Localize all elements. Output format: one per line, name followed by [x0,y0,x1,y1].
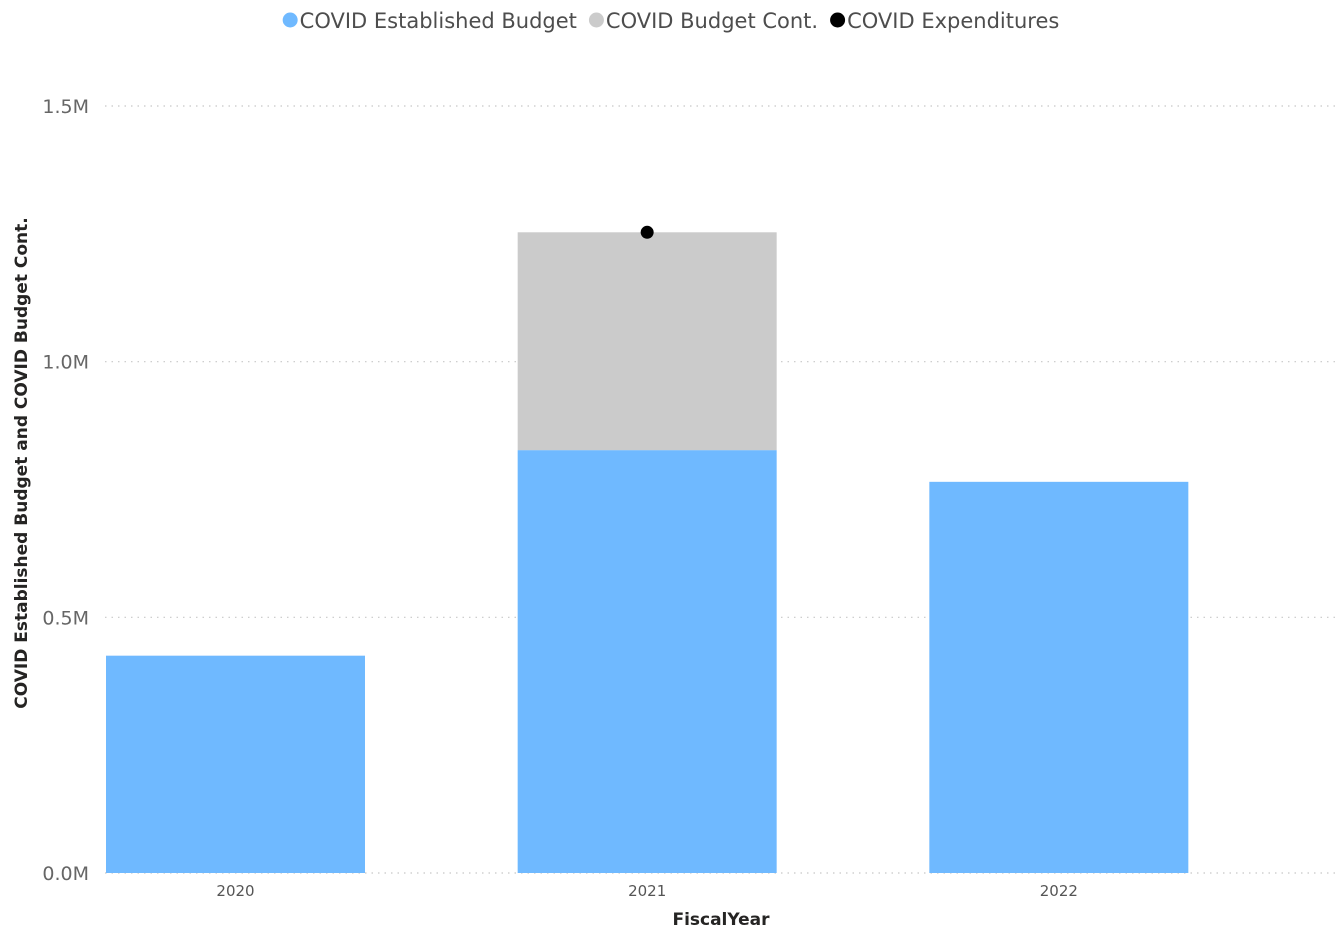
x-axis-ticks: 2020 2021 2022 [216,882,1078,900]
x-tick-label: 2022 [1040,882,1078,900]
legend-marker-1 [588,12,604,28]
legend-item-2[interactable]: COVID Expenditures [830,9,1059,33]
markers [640,225,654,239]
legend-marker-2 [830,12,846,28]
legend-item-0[interactable]: COVID Established Budget [282,9,577,33]
legend-label-1: COVID Budget Cont. [606,9,818,33]
y-tick-label: 1.0M [42,352,89,374]
legend: COVID Established Budget COVID Budget Con… [282,9,1059,33]
bar-2020-series-0[interactable] [106,655,365,873]
bar-2022-series-0[interactable] [929,481,1189,873]
x-tick-label: 2021 [628,882,666,900]
x-axis-title: FiscalYear [672,910,770,930]
y-tick-label: 1.5M [42,96,89,118]
bar-2021-series-0[interactable] [517,450,777,873]
legend-label-0: COVID Established Budget [300,9,577,33]
y-tick-label: 0.0M [42,863,89,885]
legend-item-1[interactable]: COVID Budget Cont. [588,9,818,33]
y-tick-label: 0.5M [42,607,89,629]
bars [106,232,1189,873]
y-axis-ticks: 0.0M 0.5M 1.0M 1.5M [42,96,89,885]
x-tick-label: 2020 [216,882,254,900]
bar-2021-series-1[interactable] [517,232,777,451]
marker-2021[interactable] [640,225,654,239]
y-axis-title: COVID Established Budget and COVID Budge… [12,217,32,708]
legend-marker-0 [282,12,298,28]
legend-label-2: COVID Expenditures [847,9,1059,33]
